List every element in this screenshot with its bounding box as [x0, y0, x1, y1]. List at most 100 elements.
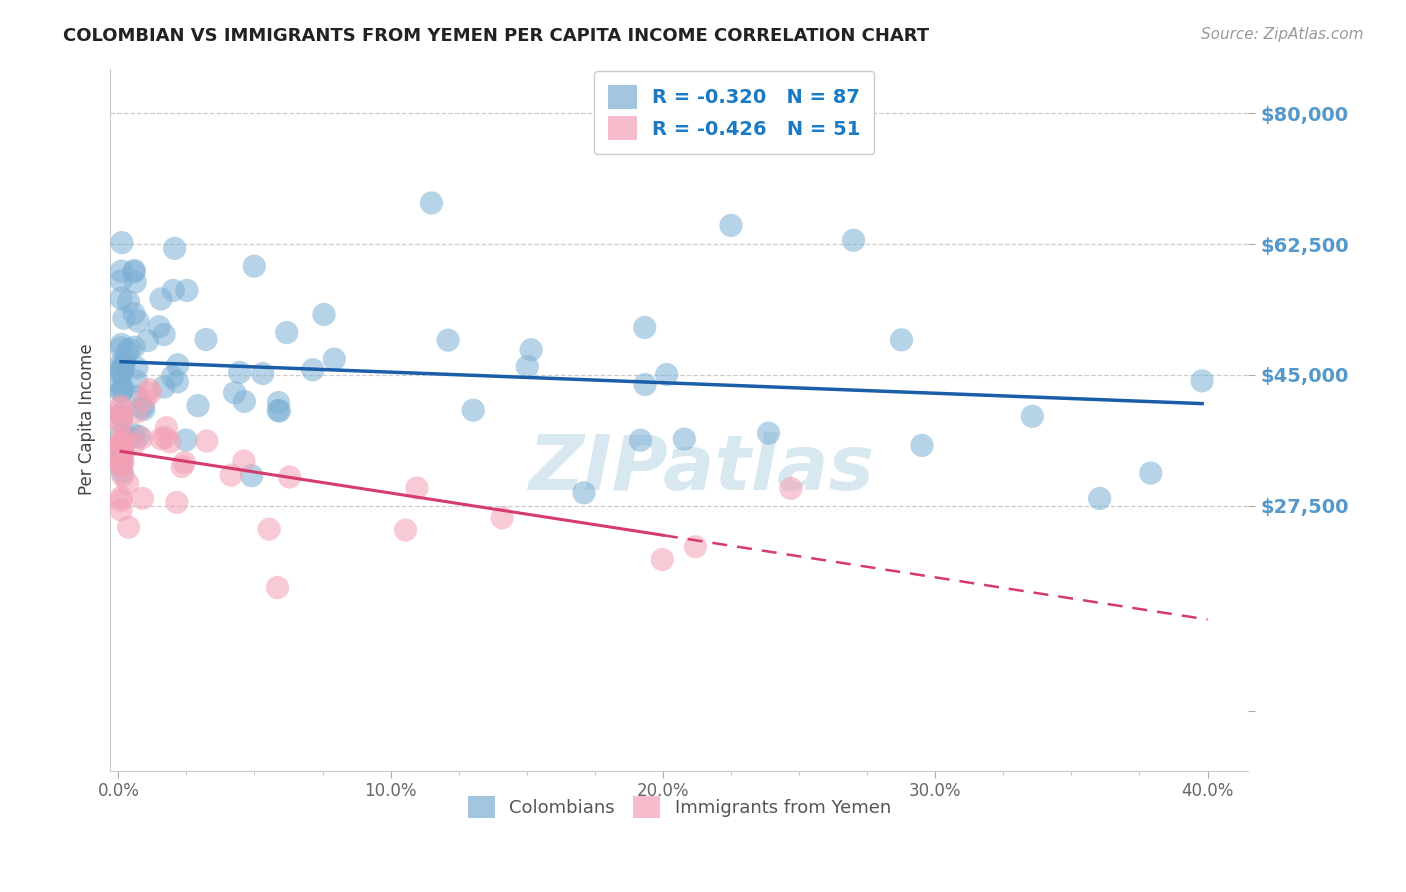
- Point: [252, 367, 274, 381]
- Point: [136, 334, 159, 348]
- Point: [122, 427, 145, 442]
- Point: [110, 401, 132, 416]
- Point: [110, 337, 132, 351]
- Point: [110, 427, 132, 442]
- Point: [128, 429, 150, 443]
- Point: [267, 395, 290, 409]
- Point: [278, 470, 301, 484]
- Point: [257, 522, 280, 536]
- Point: [162, 369, 184, 384]
- Point: [155, 431, 177, 445]
- Point: [112, 311, 135, 326]
- Point: [520, 343, 543, 357]
- Point: [187, 399, 209, 413]
- Point: [122, 307, 145, 321]
- Point: [240, 468, 263, 483]
- Point: [125, 360, 148, 375]
- Point: [138, 383, 160, 397]
- Point: [228, 366, 250, 380]
- Point: [173, 455, 195, 469]
- Text: ZIPatlas: ZIPatlas: [529, 432, 875, 506]
- Point: [1139, 466, 1161, 480]
- Point: [117, 294, 139, 309]
- Text: Source: ZipAtlas.com: Source: ZipAtlas.com: [1201, 27, 1364, 42]
- Point: [110, 491, 132, 505]
- Point: [112, 358, 135, 372]
- Point: [122, 437, 145, 451]
- Point: [112, 361, 135, 376]
- Point: [110, 408, 132, 422]
- Point: [110, 493, 132, 508]
- Point: [110, 366, 132, 380]
- Point: [114, 354, 136, 368]
- Point: [122, 340, 145, 354]
- Point: [269, 404, 291, 418]
- Point: [110, 356, 132, 370]
- Point: [149, 292, 172, 306]
- Point: [634, 377, 657, 392]
- Point: [323, 352, 346, 367]
- Point: [110, 368, 132, 382]
- Point: [112, 455, 135, 469]
- Point: [139, 385, 162, 400]
- Point: [111, 465, 134, 479]
- Point: [685, 540, 707, 554]
- Point: [463, 403, 485, 417]
- Point: [110, 445, 132, 459]
- Point: [437, 333, 460, 347]
- Point: [232, 454, 254, 468]
- Point: [148, 319, 170, 334]
- Point: [219, 468, 242, 483]
- Point: [630, 434, 652, 448]
- Point: [110, 434, 132, 449]
- Point: [195, 434, 218, 448]
- Y-axis label: Per Capita Income: Per Capita Income: [79, 343, 96, 495]
- Point: [170, 459, 193, 474]
- Point: [673, 432, 696, 446]
- Point: [110, 454, 132, 468]
- Point: [124, 263, 146, 277]
- Point: [115, 344, 138, 359]
- Point: [111, 235, 134, 250]
- Point: [110, 384, 132, 399]
- Point: [110, 264, 132, 278]
- Point: [111, 468, 134, 483]
- Point: [166, 495, 188, 509]
- Point: [111, 409, 134, 424]
- Point: [224, 385, 246, 400]
- Point: [122, 265, 145, 279]
- Point: [110, 447, 132, 461]
- Point: [634, 320, 657, 334]
- Point: [110, 437, 132, 451]
- Point: [117, 520, 139, 534]
- Point: [112, 440, 135, 454]
- Point: [233, 394, 256, 409]
- Point: [131, 431, 153, 445]
- Point: [110, 362, 132, 376]
- Point: [127, 314, 149, 328]
- Point: [110, 341, 132, 355]
- Point: [312, 308, 335, 322]
- Point: [420, 196, 443, 211]
- Point: [167, 358, 190, 372]
- Point: [243, 259, 266, 273]
- Point: [394, 523, 416, 537]
- Point: [110, 436, 132, 450]
- Point: [153, 327, 176, 342]
- Point: [153, 380, 176, 394]
- Point: [758, 426, 780, 441]
- Point: [162, 284, 184, 298]
- Point: [572, 485, 595, 500]
- Text: COLOMBIAN VS IMMIGRANTS FROM YEMEN PER CAPITA INCOME CORRELATION CHART: COLOMBIAN VS IMMIGRANTS FROM YEMEN PER C…: [63, 27, 929, 45]
- Point: [267, 403, 290, 417]
- Point: [174, 433, 197, 447]
- Point: [110, 456, 132, 470]
- Point: [655, 368, 678, 382]
- Point: [110, 274, 132, 288]
- Point: [276, 326, 298, 340]
- Point: [301, 363, 323, 377]
- Point: [159, 434, 181, 449]
- Point: [911, 438, 934, 452]
- Point: [1021, 409, 1043, 424]
- Point: [110, 454, 132, 468]
